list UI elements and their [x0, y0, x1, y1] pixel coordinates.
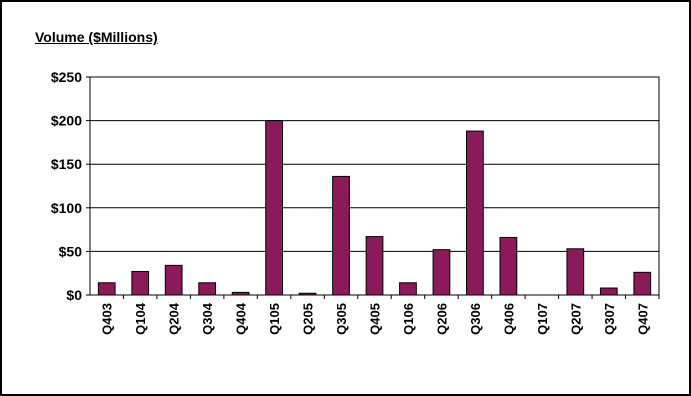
bar-q305 — [332, 175, 350, 296]
y-tick-label: $250 — [51, 69, 82, 85]
x-tick-label: Q107 — [535, 303, 550, 335]
x-tick-label: Q206 — [434, 303, 449, 335]
x-tick-label: Q407 — [635, 303, 650, 335]
bar-q205 — [298, 292, 317, 296]
chart-title: Volume ($Millions) — [35, 29, 158, 45]
x-tick-label: Q204 — [167, 302, 182, 335]
bar-q304 — [198, 282, 217, 296]
bar-q404 — [231, 291, 250, 296]
y-axis-ticks: $0 $50 $100 $150 $200 $250 — [51, 69, 90, 303]
x-tick-label: Q307 — [602, 303, 617, 335]
bar-q403 — [97, 282, 116, 296]
y-tick-label: $200 — [51, 113, 82, 129]
x-tick-label: Q404 — [234, 302, 249, 335]
x-tick-label: Q304 — [200, 302, 215, 335]
bar-q406 — [499, 236, 518, 296]
x-tick-label: Q205 — [301, 303, 316, 335]
x-tick-label: Q207 — [568, 303, 583, 335]
bar-q405 — [365, 236, 384, 296]
x-axis-ticks: Q403 Q104 Q204 Q304 Q404 Q105 Q205 Q305 Q405 Q106… — [100, 295, 660, 335]
bar-q307 — [599, 287, 618, 296]
bar-q306 — [466, 130, 484, 296]
x-tick-label: Q403 — [100, 303, 115, 335]
bars — [97, 120, 652, 296]
y-tick-label: $50 — [59, 243, 83, 259]
x-tick-label: Q305 — [334, 303, 349, 335]
bar-q407 — [633, 271, 652, 296]
y-tick-label: $0 — [66, 287, 82, 303]
bar-q104 — [131, 270, 150, 296]
x-tick-label: Q106 — [401, 303, 416, 335]
bar-q207 — [566, 248, 585, 296]
y-tick-label: $100 — [51, 200, 82, 216]
bar-q206 — [432, 249, 451, 296]
bar-q106 — [399, 282, 417, 296]
bar-q105 — [265, 120, 283, 296]
y-tick-label: $150 — [51, 156, 82, 172]
x-tick-label: Q405 — [368, 303, 383, 335]
bar-q204 — [164, 264, 183, 296]
x-tick-label: Q104 — [133, 302, 148, 335]
x-tick-label: Q406 — [501, 303, 516, 335]
x-tick-label: Q306 — [468, 303, 483, 335]
x-tick-label: Q105 — [267, 303, 282, 335]
